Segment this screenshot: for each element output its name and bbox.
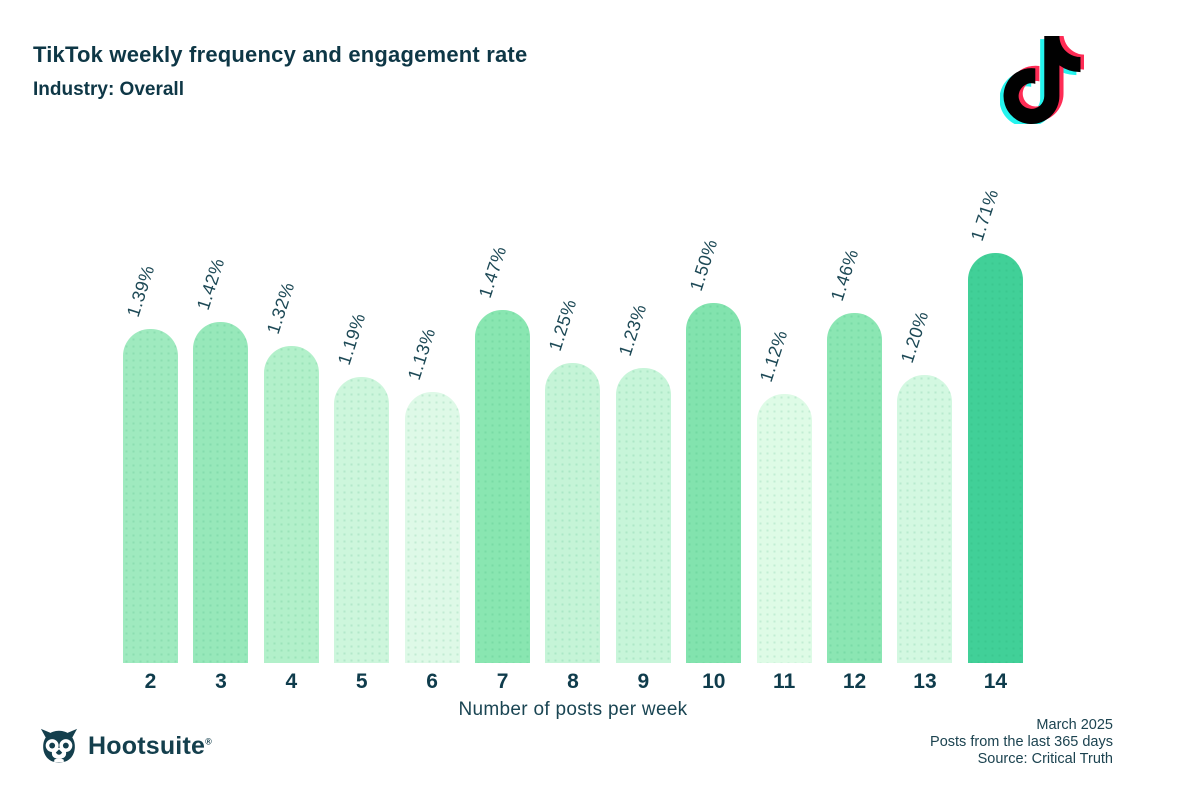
tiktok-logo-icon (1000, 36, 1084, 124)
x-tick-label: 12 (842, 670, 867, 693)
chart-title: TikTok weekly frequency and engagement r… (33, 42, 528, 67)
bar-slot-7: 1.47% 7 (474, 180, 531, 693)
bar (756, 394, 812, 663)
x-tick-label: 14 (983, 670, 1008, 693)
source-note: March 2025 Posts from the last 365 days … (930, 717, 1113, 768)
hootsuite-owl-icon (40, 728, 78, 763)
bar (404, 392, 460, 663)
x-tick-label: 3 (215, 670, 227, 693)
footer-line-source: Source: Critical Truth (977, 751, 1113, 767)
bar (263, 346, 319, 663)
bar-value-label: 1.42% (192, 255, 229, 313)
bar-value-label: 1.32% (263, 279, 299, 337)
chart-subtitle: Industry: Overall (33, 79, 184, 100)
bar-slot-4: 1.32% 4 (263, 180, 319, 693)
bar (967, 253, 1023, 663)
x-tick-label: 11 (773, 670, 796, 693)
registered-mark: ® (205, 736, 212, 747)
hootsuite-wordmark: Hootsuite® (88, 731, 212, 760)
bar-slot-13: 1.20% 13 (896, 180, 953, 693)
bar-value-label: 1.25% (544, 296, 581, 354)
x-tick-label: 4 (285, 670, 298, 693)
bar (193, 322, 249, 663)
bar (615, 368, 671, 663)
bar-value-label: 1.50% (685, 236, 722, 294)
x-axis-title: Number of posts per week (458, 699, 688, 720)
bar (686, 303, 742, 663)
bar-slot-8: 1.25% 8 (544, 180, 601, 693)
footer-line-range: Posts from the last 365 days (930, 734, 1113, 750)
bar (545, 363, 601, 663)
bar-value-label: 1.46% (826, 246, 862, 304)
bar-slot-2: 1.39% 2 (122, 180, 178, 693)
x-tick-label: 9 (637, 670, 650, 693)
bar-value-label: 1.20% (896, 308, 933, 366)
x-tick-label: 5 (355, 670, 368, 693)
header: TikTok weekly frequency and engagement r… (33, 44, 527, 101)
bar-slot-14: 1.71% 14 (967, 180, 1023, 693)
bar-slot-6: 1.13% 6 (404, 180, 460, 693)
bar (827, 313, 883, 663)
bar-value-label: 1.19% (333, 310, 370, 368)
bar-slot-9: 1.23% 9 (615, 180, 671, 693)
footer-line-date: March 2025 (1036, 717, 1113, 733)
bar (334, 377, 390, 663)
hootsuite-logo: Hootsuite® (38, 727, 212, 765)
bar-slot-3: 1.42% 3 (192, 180, 249, 693)
bar-slot-11: 1.12% 11 (756, 180, 812, 693)
bar-value-label: 1.71% (967, 186, 1003, 244)
bar (897, 375, 953, 663)
bar-value-label: 1.47% (474, 243, 510, 301)
bar-value-label: 1.12% (756, 327, 792, 385)
bar-value-label: 1.23% (615, 301, 651, 359)
bars-container: 1.39% 2 1.42% 3 1.32% 4 1.19% 5 1.13% 6 1.47% 7 1.25… (122, 180, 1023, 693)
bar (123, 329, 178, 663)
bar-value-label: 1.39% (122, 262, 158, 320)
bar-chart: 1.39% 2 1.42% 3 1.32% 4 1.19% 5 1.13% 6 1.47% 7 1.25… (122, 180, 1023, 693)
x-tick-label: 13 (913, 670, 937, 693)
x-tick-label: 6 (426, 670, 438, 693)
bar-slot-12: 1.46% 12 (826, 180, 883, 693)
bar-slot-5: 1.19% 5 (333, 180, 390, 693)
x-tick-label: 10 (702, 670, 726, 693)
x-tick-label: 8 (567, 670, 579, 693)
bar-slot-10: 1.50% 10 (685, 180, 742, 693)
x-tick-label: 2 (144, 670, 157, 693)
bar-value-label: 1.13% (404, 325, 440, 383)
bar (475, 310, 531, 663)
x-tick-label: 7 (496, 670, 509, 693)
